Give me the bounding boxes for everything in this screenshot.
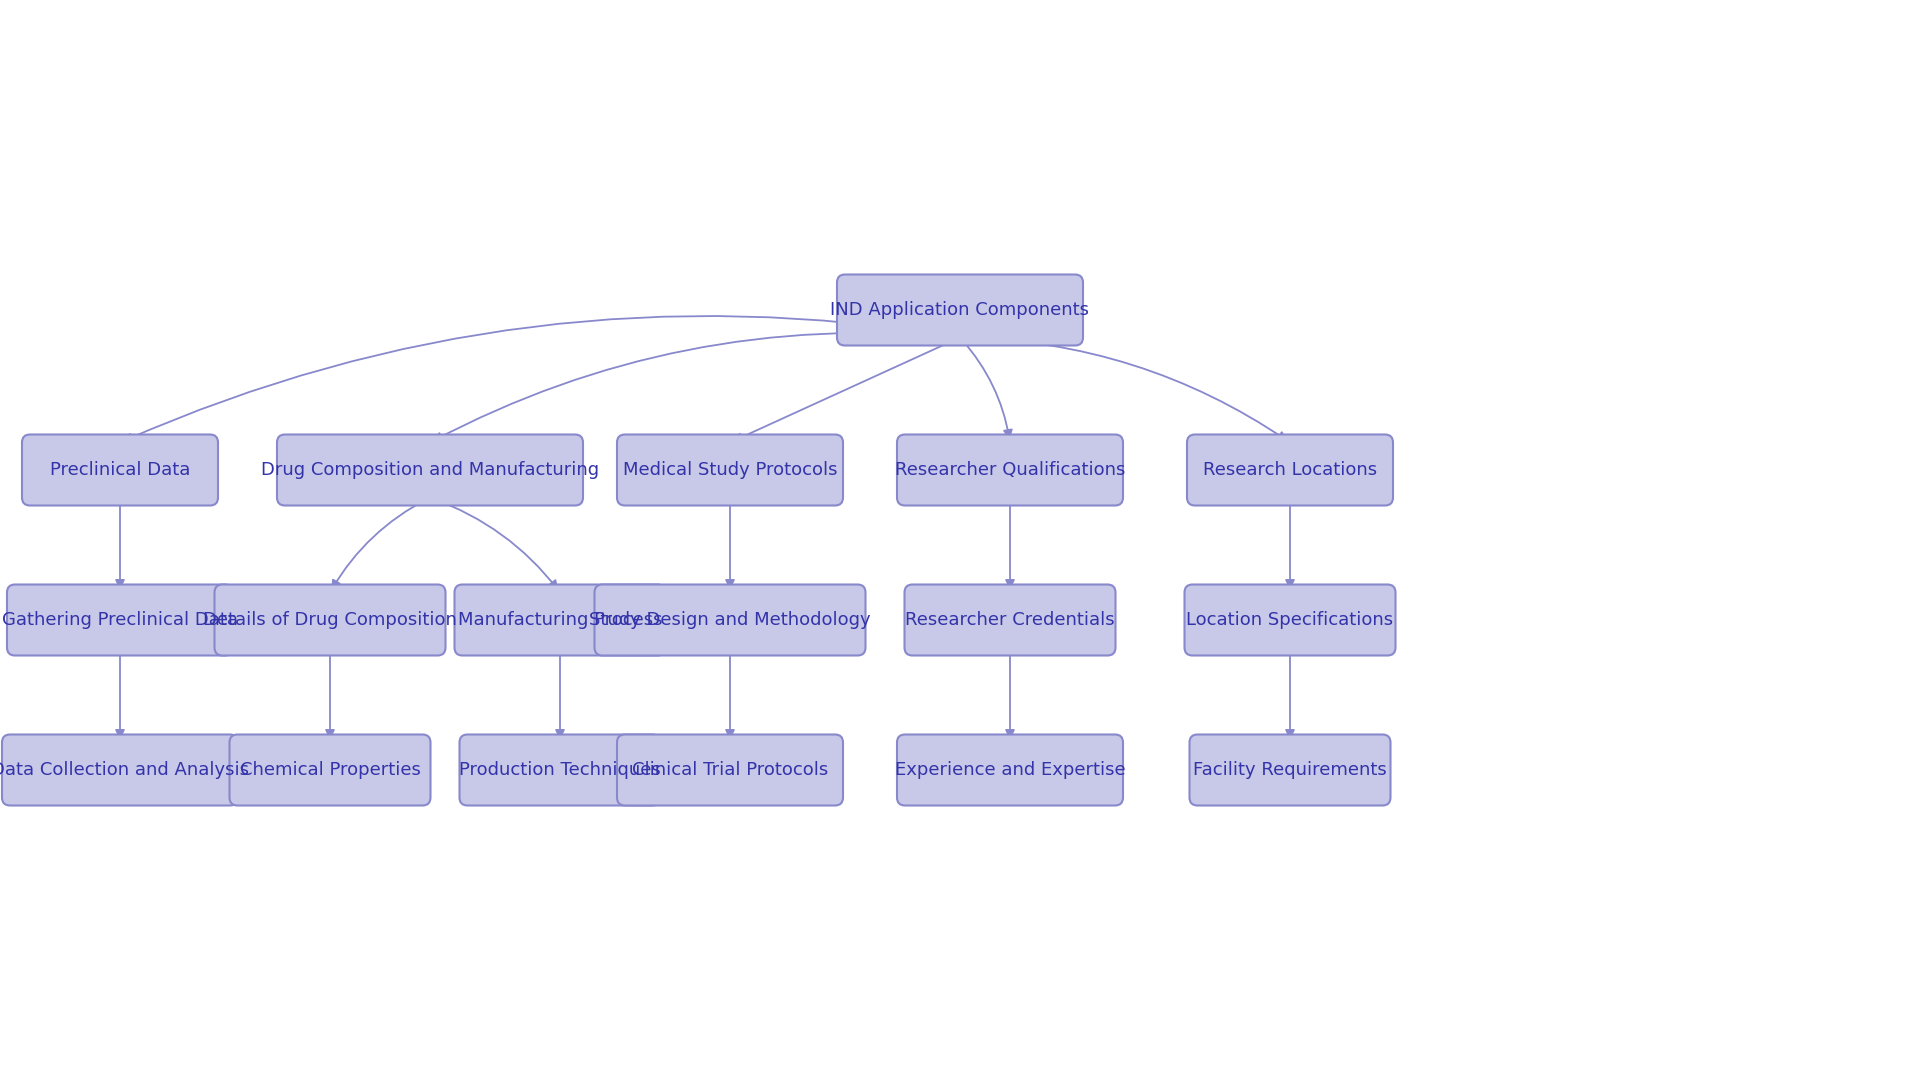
Text: Clinical Trial Protocols: Clinical Trial Protocols [632,761,828,779]
Text: Gathering Preclinical Data: Gathering Preclinical Data [2,611,238,629]
FancyBboxPatch shape [616,734,843,806]
FancyBboxPatch shape [1187,434,1394,505]
FancyBboxPatch shape [459,734,660,806]
Text: Details of Drug Composition: Details of Drug Composition [204,611,457,629]
Text: Location Specifications: Location Specifications [1187,611,1394,629]
Text: Drug Composition and Manufacturing: Drug Composition and Manufacturing [261,461,599,480]
FancyBboxPatch shape [8,584,232,656]
FancyBboxPatch shape [837,274,1083,346]
FancyBboxPatch shape [215,584,445,656]
Text: Medical Study Protocols: Medical Study Protocols [622,461,837,480]
FancyBboxPatch shape [230,734,430,806]
FancyBboxPatch shape [1190,734,1390,806]
FancyBboxPatch shape [455,584,666,656]
FancyBboxPatch shape [897,734,1123,806]
Text: Chemical Properties: Chemical Properties [240,761,420,779]
FancyBboxPatch shape [616,434,843,505]
FancyBboxPatch shape [1185,584,1396,656]
FancyBboxPatch shape [276,434,584,505]
FancyBboxPatch shape [2,734,238,806]
FancyBboxPatch shape [904,584,1116,656]
FancyBboxPatch shape [21,434,219,505]
Text: Production Techniques: Production Techniques [459,761,660,779]
Text: Experience and Expertise: Experience and Expertise [895,761,1125,779]
Text: Manufacturing Process: Manufacturing Process [457,611,662,629]
Text: Research Locations: Research Locations [1204,461,1377,480]
Text: Researcher Qualifications: Researcher Qualifications [895,461,1125,480]
Text: Facility Requirements: Facility Requirements [1192,761,1386,779]
Text: Researcher Credentials: Researcher Credentials [904,611,1116,629]
Text: IND Application Components: IND Application Components [831,301,1089,319]
Text: Preclinical Data: Preclinical Data [50,461,190,480]
Text: Data Collection and Analysis: Data Collection and Analysis [0,761,250,779]
FancyBboxPatch shape [595,584,866,656]
Text: Study Design and Methodology: Study Design and Methodology [589,611,872,629]
FancyBboxPatch shape [897,434,1123,505]
